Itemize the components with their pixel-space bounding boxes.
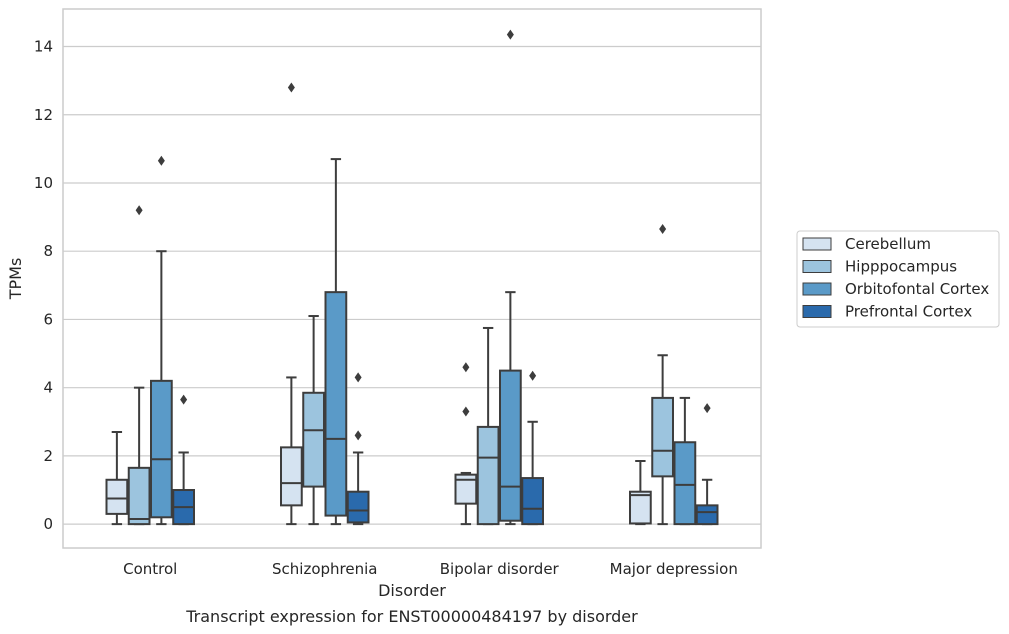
box (324, 291, 348, 517)
outlier-point (287, 82, 295, 93)
box-group (105, 431, 129, 526)
y-tick-label: 2 (43, 447, 53, 465)
box (476, 425, 500, 526)
gridlines (63, 45, 761, 525)
legend-label: Prefrontal Cortex (845, 303, 972, 321)
legend-swatch (802, 260, 832, 273)
x-axis-ticks: Control Schizophrenia Bipolar disorder Majo… (123, 560, 738, 578)
y-axis-ticks: 0 2 4 6 8 10 12 14 (34, 38, 53, 534)
box (629, 490, 652, 525)
box-group (499, 29, 522, 526)
box (499, 369, 522, 522)
box-group (280, 82, 303, 526)
outlier-point (462, 362, 470, 373)
legend-label: Cerebellum (845, 235, 931, 253)
y-tick-label: 0 (43, 515, 53, 533)
outlier-point (354, 430, 362, 441)
y-tick-label: 10 (34, 174, 53, 192)
legend-frame (796, 230, 1000, 328)
box (651, 396, 674, 478)
y-axis-label: TPMs (6, 258, 25, 301)
outlier-point (703, 403, 711, 414)
outlier-point (157, 155, 165, 166)
box-group (629, 460, 652, 526)
chart-title: Transcript expression for ENST0000048419… (185, 607, 638, 626)
box-group (346, 372, 370, 526)
box-group (150, 155, 173, 526)
y-tick-label: 8 (43, 242, 53, 260)
outlier-point (180, 394, 188, 405)
y-tick-label: 14 (34, 38, 53, 56)
x-tick-label: Control (123, 560, 177, 578)
box-group (673, 396, 697, 526)
outlier-point (354, 372, 362, 383)
y-tick-label: 4 (43, 379, 53, 397)
box-group (521, 370, 544, 526)
box (302, 391, 326, 488)
outlier-point (659, 224, 667, 235)
box (346, 490, 370, 524)
box-group (651, 224, 674, 526)
box (521, 477, 544, 526)
box (695, 504, 719, 526)
box-group (127, 205, 151, 526)
legend: Cerebellum Hipppocampus Orbitofontal Corte… (796, 230, 1000, 328)
x-tick-label: Major depression (610, 560, 738, 578)
box-group (454, 362, 478, 526)
box (105, 478, 129, 515)
x-tick-label: Schizophrenia (272, 560, 377, 578)
box (673, 441, 697, 526)
legend-swatch (802, 305, 832, 318)
legend-label: Hipppocampus (845, 258, 957, 276)
box-group (302, 315, 326, 526)
y-tick-label: 12 (34, 106, 53, 124)
outlier-point (506, 29, 514, 40)
outlier-point (135, 205, 143, 216)
outlier-point (462, 406, 470, 417)
box-group (476, 326, 500, 526)
outlier-point (529, 370, 537, 381)
legend-label: Orbitofontal Cortex (845, 280, 989, 298)
legend-swatch (802, 282, 832, 296)
legend-swatch (802, 237, 832, 251)
box (127, 466, 151, 526)
box-group (695, 403, 719, 526)
box (150, 379, 173, 519)
x-axis-label: Disorder (378, 581, 446, 600)
box-groups (105, 29, 719, 526)
box-group (172, 394, 195, 526)
x-tick-label: Bipolar disorder (440, 560, 560, 578)
box-group (324, 158, 348, 526)
box (280, 446, 303, 507)
y-tick-label: 6 (43, 310, 53, 328)
box (454, 473, 478, 505)
plot-frame (62, 8, 762, 549)
